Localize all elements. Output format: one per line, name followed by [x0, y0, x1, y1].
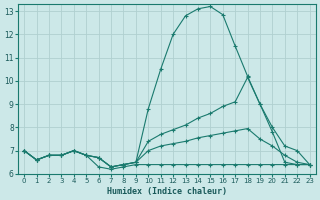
- X-axis label: Humidex (Indice chaleur): Humidex (Indice chaleur): [107, 187, 227, 196]
